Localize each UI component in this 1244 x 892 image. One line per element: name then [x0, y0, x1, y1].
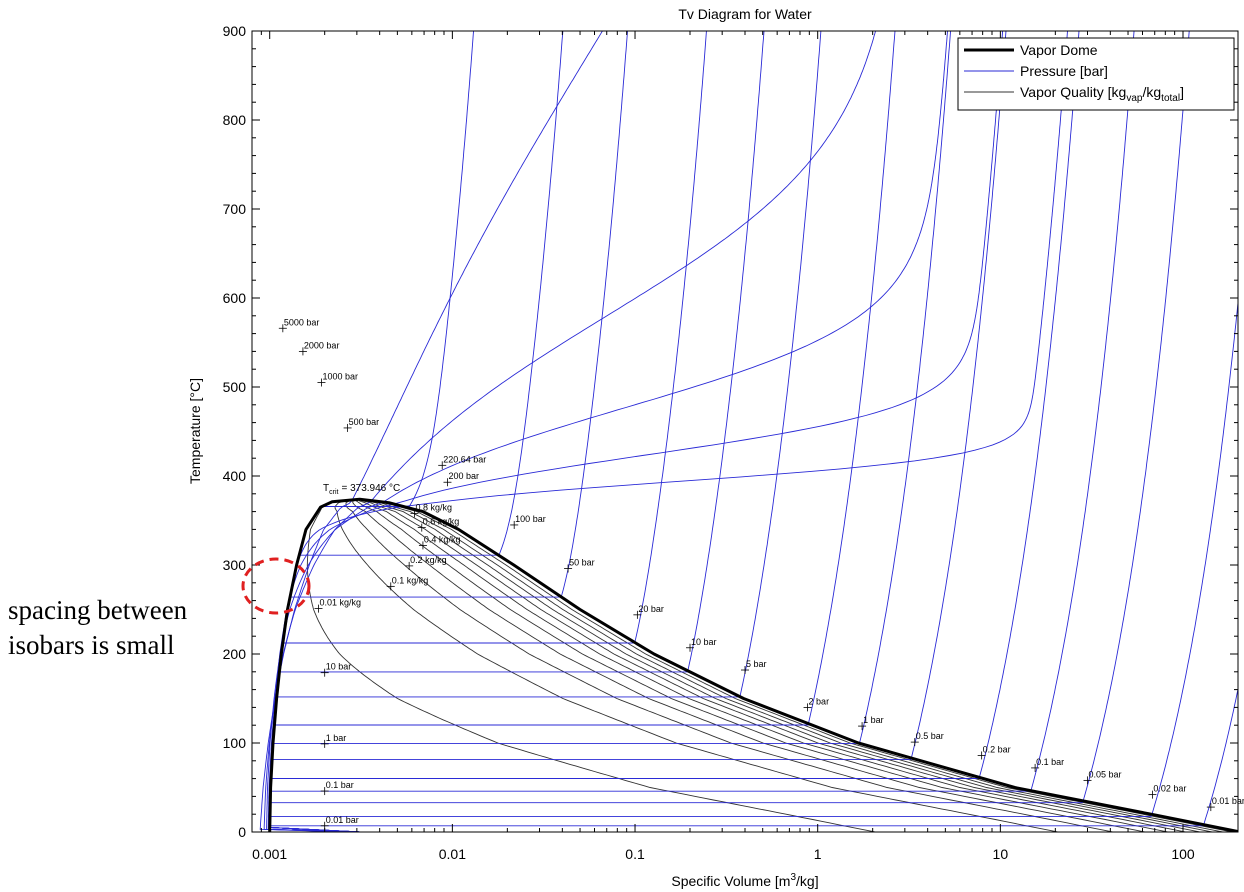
- isobar-0.02-bar: [269, 298, 1238, 832]
- isobar-50-bar: [269, 31, 628, 832]
- chart-title: Tv Diagram for Water: [678, 6, 812, 22]
- y-tick-label: 800: [223, 112, 247, 128]
- y-tick-label: 500: [223, 379, 247, 395]
- quality-label: 0.1 kg/kg: [392, 575, 429, 585]
- legend-label-dome: Vapor Dome: [1020, 42, 1098, 58]
- isobar-1-bar: [269, 31, 952, 832]
- isobar-label: 1000 bar: [322, 372, 358, 382]
- isobar-label: 10 bar: [326, 662, 352, 672]
- highlight-ellipse: [241, 557, 311, 615]
- isobar-label: 200 bar: [448, 471, 479, 481]
- isobar-label: 5 bar: [746, 659, 767, 669]
- y-tick-label: 400: [223, 468, 247, 484]
- x-tick-label: 0.001: [252, 846, 287, 862]
- x-tick-label: 1: [814, 846, 822, 862]
- quality-label: 0.4 kg/kg: [424, 534, 461, 544]
- quality-label: 0.01 kg/kg: [320, 598, 362, 608]
- x-tick-label: 10: [993, 846, 1009, 862]
- isobar-label: 1 bar: [326, 733, 347, 743]
- isobar-label: 5000 bar: [284, 317, 320, 327]
- isobar-label: 0.5 bar: [916, 731, 944, 741]
- y-tick-label: 900: [223, 23, 247, 39]
- isobar-label: 2000 bar: [304, 340, 340, 350]
- quality-line-6: [359, 499, 1186, 832]
- quality-label: 0.2 kg/kg: [410, 555, 447, 565]
- x-tick-label: 100: [1171, 846, 1195, 862]
- legend-label-pressure: Pressure [bar]: [1020, 63, 1108, 79]
- quality-line-3: [345, 498, 1113, 832]
- y-tick-label: 300: [223, 557, 247, 573]
- isobar-lines: [259, 31, 1238, 832]
- isobar-0.01-bar: [269, 686, 1238, 832]
- isobar-label: 20 bar: [638, 604, 664, 614]
- quality-line-5: [355, 498, 1168, 832]
- quality-line-8: [359, 498, 1213, 832]
- axis-ticks: 0 100 200 300 400 500 600 700 800 900 0.001 0.01 0.1…: [223, 23, 1239, 862]
- isobar-label: 100 bar: [515, 514, 546, 524]
- isobar-label: 50 bar: [569, 558, 595, 568]
- isobar-0.2-bar: [269, 31, 1080, 832]
- svg-text:Tcrit= 373.946 °C: Tcrit = 373.946 °C: [323, 483, 400, 496]
- isobar-label: 0.02 bar: [1153, 784, 1186, 794]
- isobar-1000-bar: [266, 31, 948, 832]
- isobar-label: 0.05 bar: [1089, 769, 1122, 779]
- isobar-0.05-bar: [269, 31, 1190, 832]
- quality-line-4: [352, 498, 1145, 832]
- isobar-label: 10 bar: [691, 637, 717, 647]
- isobar-label: 2 bar: [809, 696, 830, 706]
- x-tick-label: 0.01: [439, 846, 466, 862]
- quality-label: 0.6 kg/kg: [423, 517, 460, 527]
- x-axis-label: Specific Volume [m3/kg]: [671, 872, 818, 889]
- isobar-0.5-bar: [269, 31, 1007, 832]
- plot-frame: [251, 30, 1239, 833]
- isobar-label: 0.2 bar: [983, 744, 1011, 754]
- isobar-5000-bar: [259, 31, 603, 832]
- vapor-dome: [268, 497, 1238, 832]
- legend-label-quality: Vapor Quality [kgvap/kgtotal]: [1020, 84, 1184, 104]
- isobar-label: 220.64 bar: [443, 454, 486, 464]
- curve-labels: 5000 bar 2000 bar 1000 bar 500 bar 220.64 ba…: [278, 317, 1244, 830]
- y-tick-label: 600: [223, 290, 247, 306]
- x-tick-label: 0.1: [625, 846, 645, 862]
- vapor-dome-curve: [268, 497, 1238, 832]
- quality-line-9: [359, 498, 1223, 832]
- annotation-line-1: spacing between: [8, 595, 188, 625]
- isobar-10-bar: [269, 31, 765, 832]
- isobar-label: 0.01 bar: [326, 815, 359, 825]
- y-tick-label: 100: [223, 735, 247, 751]
- y-axis-label: Temperature [°C]: [187, 378, 203, 484]
- annotation-line-2: isobars is small: [8, 630, 175, 660]
- legend: Vapor Dome Pressure [bar] Vapor Quality …: [957, 37, 1235, 111]
- quality-line-7: [359, 498, 1200, 832]
- isobar-label: 0.1 bar: [326, 780, 354, 790]
- quality-line-1: [306, 498, 876, 832]
- isobar-label: 0.1 bar: [1036, 757, 1064, 767]
- isobar-0.1-bar: [269, 31, 1135, 832]
- quality-line-2: [334, 498, 1058, 832]
- y-tick-label: 700: [223, 201, 247, 217]
- quality-lines: [306, 498, 1233, 832]
- isobar-label: 1 bar: [863, 715, 884, 725]
- quality-label: 0.8 kg/kg: [415, 502, 452, 512]
- quality-line-10: [359, 498, 1233, 832]
- y-tick-label: 200: [223, 646, 247, 662]
- isobar-label: 500 bar: [349, 417, 380, 427]
- isobar-label: 0.01 bar: [1212, 796, 1244, 806]
- critical-point-label: Tcrit = 373.946 °C: [323, 483, 400, 496]
- y-tick-label: 0: [238, 824, 246, 840]
- isobar-20-bar: [269, 31, 707, 832]
